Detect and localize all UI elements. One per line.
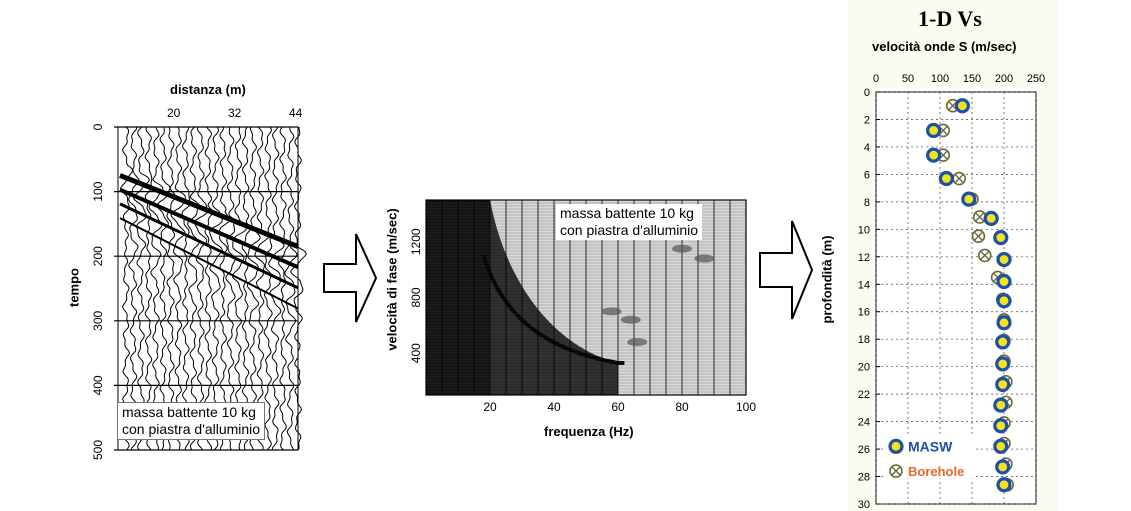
masw-point xyxy=(995,440,1007,452)
dispersion-noise-patch xyxy=(627,338,647,346)
seismogram-x-axis-label: distanza (m) xyxy=(170,82,246,97)
borehole-point xyxy=(979,249,991,261)
masw-point xyxy=(963,193,975,205)
seismogram-y-tick: 0 xyxy=(91,123,105,130)
profile-y-tick: 4 xyxy=(864,142,870,154)
profile-y-tick: 14 xyxy=(858,279,870,291)
seismogram-note: massa battente 10 kg con piastra d'allum… xyxy=(117,402,265,440)
dispersion-noise-patch xyxy=(694,255,714,263)
legend-borehole-label: Borehole xyxy=(908,464,964,479)
masw-point xyxy=(985,212,997,224)
profile-y-tick: 10 xyxy=(858,224,870,236)
masw-point xyxy=(928,124,940,136)
dispersion-note: massa battente 10 kg con piastra d'allum… xyxy=(556,204,702,240)
dispersion-x-tick: 20 xyxy=(483,400,497,414)
borehole-point xyxy=(972,230,984,242)
profile-y-tick: 0 xyxy=(864,87,870,99)
dispersion-y-axis-label: velocità di fase (m/sec) xyxy=(385,200,400,360)
dispersion-x-tick: 60 xyxy=(611,400,625,414)
profile-x-axis-label: velocità onde S (m/sec) xyxy=(872,39,1017,54)
profile-y-tick: 28 xyxy=(858,472,870,484)
masw-point xyxy=(998,317,1010,329)
seismogram-note-line2: con piastra d'alluminio xyxy=(122,421,260,438)
legend-masw-marker xyxy=(890,440,902,452)
profile-y-tick: 2 xyxy=(864,114,870,126)
seismogram-y-axis-label: tempo xyxy=(67,268,82,308)
profile-y-tick: 6 xyxy=(864,169,870,181)
dispersion-note-line2: con piastra d'alluminio xyxy=(560,222,698,239)
seismogram-note-line1: massa battente 10 kg xyxy=(122,404,260,421)
seismogram-y-tick: 500 xyxy=(91,440,105,460)
profile-y-tick: 30 xyxy=(858,499,870,511)
masw-point xyxy=(995,399,1007,411)
profile-y-tick: 20 xyxy=(858,362,870,374)
masw-point xyxy=(997,358,1009,370)
seismogram-trace xyxy=(279,127,289,450)
profile-y-tick: 18 xyxy=(858,334,870,346)
profile-x-tick: 150 xyxy=(963,73,981,85)
masw-point xyxy=(940,173,952,185)
dispersion-x-tick: 40 xyxy=(547,400,561,414)
masw-point xyxy=(997,379,1009,391)
profile-y-tick: 24 xyxy=(858,417,870,429)
profile-y-axis-label: profondità (m) xyxy=(820,225,835,335)
profile-y-tick: 8 xyxy=(864,197,870,209)
profile-y-tick: 26 xyxy=(858,444,870,456)
dispersion-x-tick: 100 xyxy=(736,400,756,414)
masw-point xyxy=(998,254,1010,266)
dispersion-noise-patch xyxy=(672,245,692,253)
profile-y-tick: 22 xyxy=(858,389,870,401)
seismogram-y-tick: 100 xyxy=(91,181,105,201)
masw-point xyxy=(956,100,968,112)
dispersion-y-tick: 800 xyxy=(409,287,423,307)
masw-point xyxy=(998,479,1010,491)
seismogram-trace xyxy=(285,127,297,450)
seismogram-wavefront xyxy=(120,218,298,308)
masw-point xyxy=(995,232,1007,244)
masw-point xyxy=(995,420,1007,432)
profile-chart: 0 50 100 150 200 2500246810121416182022242628… xyxy=(848,64,1058,511)
dispersion-y-tick: 1200 xyxy=(409,228,423,255)
profile-x-tick: 250 xyxy=(1027,73,1045,85)
masw-point xyxy=(928,149,940,161)
dispersion-y-tick: 400 xyxy=(409,343,423,363)
legend-masw-label: MASW xyxy=(908,438,953,454)
right-arrow-icon xyxy=(758,215,814,325)
profile-x-tick: 50 xyxy=(902,73,914,85)
profile-x-tick: 200 xyxy=(995,73,1013,85)
masw-point xyxy=(998,276,1010,288)
dispersion-x-axis-label: frequenza (Hz) xyxy=(544,424,634,439)
profile-title: 1-D Vs xyxy=(918,6,982,32)
seismogram-trace xyxy=(291,127,306,450)
dispersion-noise-patch xyxy=(621,316,641,324)
profile-x-tick: 100 xyxy=(931,73,949,85)
seismogram-y-tick: 400 xyxy=(91,375,105,395)
dispersion-note-line1: massa battente 10 kg xyxy=(560,205,698,222)
seismogram-y-tick: 200 xyxy=(91,246,105,266)
seismogram-y-tick: 300 xyxy=(91,310,105,330)
borehole-point xyxy=(953,173,965,185)
profile-y-tick: 16 xyxy=(858,307,870,319)
masw-point xyxy=(997,461,1009,473)
right-arrow-icon xyxy=(322,228,378,328)
profile-x-tick: 0 xyxy=(873,73,879,85)
masw-point xyxy=(998,295,1010,307)
profile-y-tick: 12 xyxy=(858,252,870,264)
dispersion-noise-patch xyxy=(602,307,622,315)
masw-point xyxy=(997,336,1009,348)
seismogram-trace xyxy=(264,127,272,450)
dispersion-x-tick: 80 xyxy=(675,400,689,414)
